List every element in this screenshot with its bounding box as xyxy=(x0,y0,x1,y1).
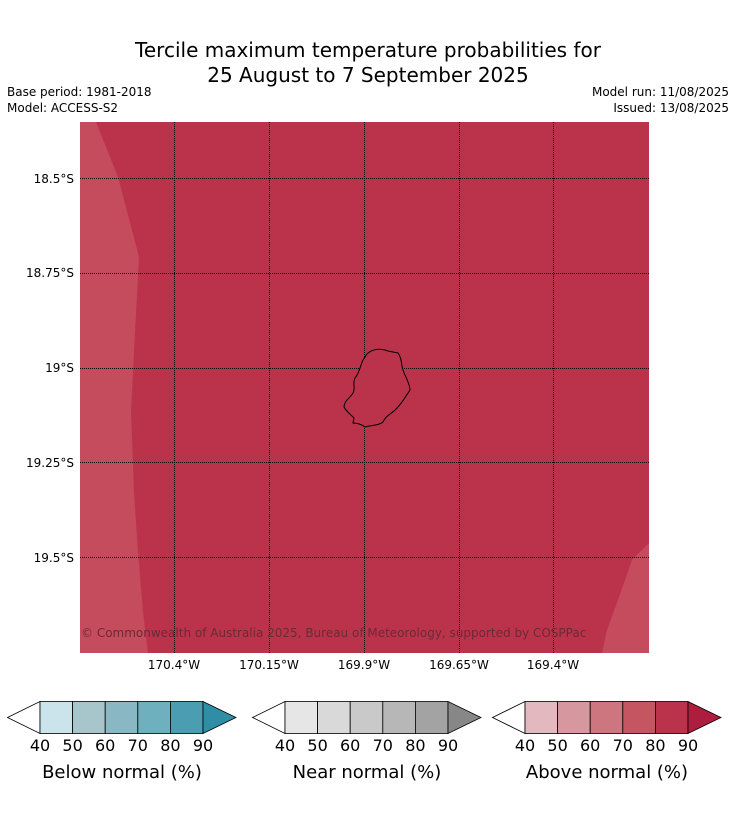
colorbar-segment xyxy=(349,701,384,734)
colorbar-ticks-above: 40 50 60 70 80 90 xyxy=(491,736,723,756)
model-run: Model run: 11/08/2025 xyxy=(591,85,729,99)
tick-near-90: 90 xyxy=(437,736,459,755)
colorbar-ticks-below: 40 50 60 70 80 90 xyxy=(6,736,238,756)
tick-below-70: 70 xyxy=(127,736,148,755)
base-period: Base period: 1981-2018 xyxy=(7,85,152,99)
island-outline xyxy=(343,348,411,428)
colorbar-extend-high xyxy=(687,700,722,735)
meta-right: Model run: 11/08/2025 Issued: 13/08/2025 xyxy=(592,84,729,116)
tick-above-90: 90 xyxy=(677,736,699,755)
colorbar-segment xyxy=(317,701,351,734)
title-line-1: Tercile maximum temperature probabilitie… xyxy=(135,38,601,62)
tick-near-40: 40 xyxy=(274,736,296,755)
colorbar-above-normal: 40 50 60 70 80 90 Above normal (%) xyxy=(491,700,723,810)
above-normal-70-80-region-east xyxy=(602,543,649,653)
copyright-credit: © Commonwealth of Australia 2025, Bureau… xyxy=(81,626,587,640)
tick-below-90: 90 xyxy=(192,736,214,755)
lat-label-5: 19.5°S xyxy=(33,551,74,565)
map-title: Tercile maximum temperature probabilitie… xyxy=(0,38,736,88)
colorbar-segment xyxy=(137,701,171,734)
colorbar-label-below: Below normal (%) xyxy=(42,762,202,783)
tick-below-60: 60 xyxy=(95,736,116,755)
tick-below-50: 50 xyxy=(62,736,83,755)
issued-date: Issued: 13/08/2025 xyxy=(613,101,729,115)
colorbar-extend-low xyxy=(491,700,526,735)
lat-label-4: 19.25°S xyxy=(26,456,74,470)
colorbar-segment xyxy=(382,701,416,734)
colorbar-segment xyxy=(524,701,558,734)
lat-label-2: 18.75°S xyxy=(26,266,74,280)
tick-near-70: 70 xyxy=(372,736,393,755)
model-name: Model: ACCESS-S2 xyxy=(7,101,119,115)
colorbar-segment xyxy=(39,701,73,734)
tick-above-70: 70 xyxy=(612,736,633,755)
colorbar-label-above: Above normal (%) xyxy=(525,762,689,783)
above-normal-70-80-region-west xyxy=(80,122,148,653)
tick-near-60: 60 xyxy=(340,736,361,755)
map-svg xyxy=(80,122,649,653)
colorbar-below-normal: 40 50 60 70 80 90 Below normal (%) xyxy=(6,700,238,810)
colorbar-extend-high xyxy=(447,700,482,735)
tick-near-80: 80 xyxy=(405,736,426,755)
colorbar-segment xyxy=(414,701,449,734)
tick-above-60: 60 xyxy=(580,736,601,755)
colorbar-segment xyxy=(284,701,318,734)
meta-left: Base period: 1981-2018 Model: ACCESS-S2 xyxy=(7,84,152,116)
colorbar-label-near: Near normal (%) xyxy=(292,762,442,783)
tick-below-80: 80 xyxy=(160,736,181,755)
colorbar-near-normal: 40 50 60 70 80 90 Near normal (%) xyxy=(251,700,483,810)
tick-above-40: 40 xyxy=(514,736,536,755)
colorbar-segment xyxy=(169,701,204,734)
map-panel[interactable] xyxy=(80,122,649,653)
colorbar-segment xyxy=(104,701,139,734)
colorbar-segment xyxy=(72,701,106,734)
colorbar-segment xyxy=(557,701,591,734)
lon-label-2: 170.15°W xyxy=(239,658,299,672)
tick-near-50: 50 xyxy=(307,736,328,755)
colorbar-segment xyxy=(622,701,656,734)
lon-label-4: 169.65°W xyxy=(429,658,489,672)
lat-label-3: 19°S xyxy=(45,361,74,375)
colorbar-extend-low xyxy=(251,700,286,735)
colorbar-segment xyxy=(589,701,624,734)
tick-below-40: 40 xyxy=(29,736,51,755)
colorbar-ticks-near: 40 50 60 70 80 90 xyxy=(251,736,483,756)
tick-above-80: 80 xyxy=(645,736,666,755)
lon-label-5: 169.4°W xyxy=(526,658,580,672)
colorbar-segment xyxy=(654,701,689,734)
lat-label-1: 18.5°S xyxy=(33,172,74,186)
colorbar-swatches-below xyxy=(6,700,237,735)
colorbar-extend-high xyxy=(202,700,237,735)
lon-label-1: 170.4°W xyxy=(147,658,201,672)
graticule xyxy=(80,122,649,653)
colorbar-swatches-near xyxy=(251,700,482,735)
lon-label-3: 169.9°W xyxy=(337,658,391,672)
colorbar-extend-low xyxy=(6,700,41,735)
tick-above-50: 50 xyxy=(547,736,568,755)
colorbar-swatches-above xyxy=(491,700,722,735)
title-line-2: 25 August to 7 September 2025 xyxy=(207,63,529,87)
